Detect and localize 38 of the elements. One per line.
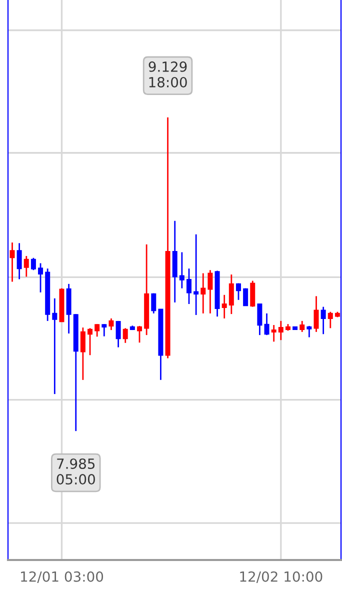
candlestick <box>306 325 312 338</box>
text: 9.129 18:00 <box>148 61 187 88</box>
candlestick <box>108 318 114 331</box>
candlestick <box>102 323 107 338</box>
candlestick <box>208 269 213 314</box>
candlestick <box>38 262 44 294</box>
candlestick <box>236 282 241 301</box>
candlestick <box>271 324 276 342</box>
candlestick <box>257 303 262 336</box>
candlestick <box>186 268 192 305</box>
candlestick <box>200 272 206 314</box>
candlestick <box>30 257 36 271</box>
candlestick <box>88 327 93 356</box>
candlestick <box>278 320 284 341</box>
candlestick <box>328 311 333 329</box>
candlestick <box>222 294 227 320</box>
text: 7.985 05:00 <box>56 458 95 485</box>
candlestick <box>137 325 142 344</box>
x-tick-label: 12/01 03:00 <box>21 571 104 583</box>
candlestick <box>151 292 156 314</box>
candlestick <box>179 252 184 290</box>
candlestick <box>10 242 15 282</box>
candlestick <box>250 280 256 308</box>
candlestick <box>243 288 248 307</box>
candlestick <box>194 234 199 316</box>
candlestick <box>94 323 100 338</box>
candlestick <box>80 326 86 381</box>
candlestick <box>52 298 58 395</box>
candlestick <box>116 320 121 348</box>
candlestick <box>228 274 234 315</box>
candlestick <box>264 312 270 336</box>
candlestick <box>16 242 22 280</box>
candlestick <box>320 306 326 335</box>
x-tick-label: 12/02 10:00 <box>240 571 322 583</box>
candlestick <box>300 320 305 333</box>
candlestick <box>24 255 29 278</box>
candlestick <box>122 327 128 344</box>
candlestick <box>314 295 319 333</box>
